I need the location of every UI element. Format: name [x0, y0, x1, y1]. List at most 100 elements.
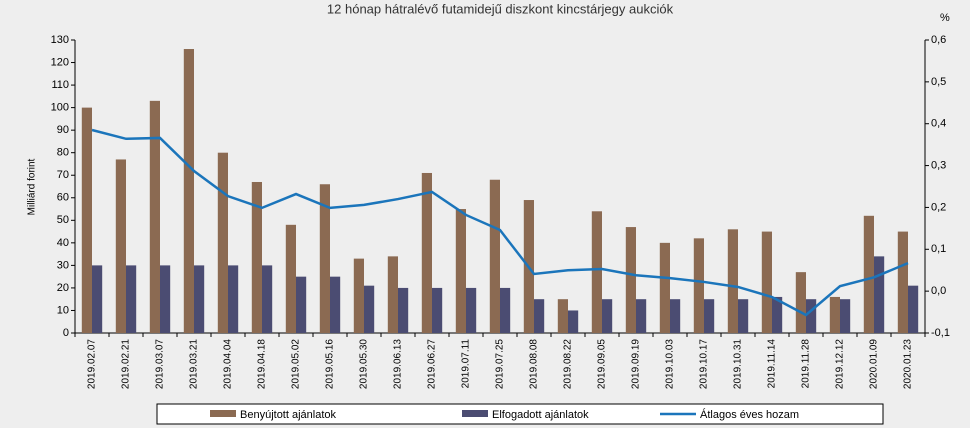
x-tick-label: 2019.11.28	[801, 339, 812, 389]
bar	[727, 229, 738, 333]
y-tick-label: 50	[57, 214, 69, 226]
y-tick-label: 30	[57, 259, 69, 271]
bar	[908, 285, 919, 333]
y2-axis-label: %	[940, 12, 950, 24]
bar	[160, 265, 171, 333]
line	[91, 128, 909, 317]
bar	[217, 152, 228, 333]
legend-swatch	[210, 410, 236, 417]
x-tick-label: 2019.04.04	[223, 339, 234, 389]
x-tick-label: 2019.12.12	[835, 339, 846, 389]
y2-tick-label: 0,4	[931, 118, 946, 130]
bar	[602, 299, 613, 333]
x-tick-label: 2019.09.19	[631, 339, 642, 389]
bar	[466, 287, 477, 333]
x-tick-label: 2020.01.23	[903, 339, 914, 389]
bar	[92, 265, 103, 333]
bar	[149, 100, 160, 333]
y-tick-label: 20	[57, 282, 69, 294]
bar	[353, 258, 364, 333]
x-tick-label: 2019.11.14	[767, 339, 778, 389]
y-tick-label: 130	[51, 34, 69, 46]
bar	[568, 310, 579, 333]
bar	[319, 184, 330, 333]
bar	[126, 265, 137, 333]
bar	[262, 265, 273, 333]
bar	[670, 299, 681, 333]
chart-title: 12 hónap hátralévő futamidejű diszkont k…	[327, 1, 674, 16]
bar	[285, 224, 296, 333]
x-tick-label: 2019.02.07	[87, 339, 98, 389]
bar	[738, 299, 749, 333]
y-tick-label: 40	[57, 237, 69, 249]
legend-label: Benyújtott ajánlatok	[240, 409, 337, 421]
bar	[625, 227, 636, 333]
bar	[228, 265, 239, 333]
y-tick-label: 110	[51, 79, 69, 91]
bar	[194, 265, 205, 333]
y2-tick-label: 0,3	[931, 159, 946, 171]
legend-label: Átlagos éves hozam	[700, 408, 799, 421]
y-tick-label: 70	[57, 169, 69, 181]
bar	[704, 299, 715, 333]
bar	[432, 287, 443, 333]
x-tick-label: 2019.09.05	[597, 339, 608, 389]
bar	[387, 256, 398, 333]
x-tick-label: 2019.05.30	[359, 339, 370, 389]
bar	[115, 159, 126, 333]
y-tick-label: 100	[51, 102, 69, 114]
y2-tick-label: 0,6	[931, 34, 946, 46]
x-tick-label: 2019.10.17	[699, 339, 710, 389]
legend-label: Elfogadott ajánlatok	[492, 409, 589, 421]
x-tick-label: 2019.05.16	[325, 339, 336, 389]
bar	[489, 179, 500, 333]
y-tick-label: 10	[57, 304, 69, 316]
x-tick-label: 2019.02.21	[121, 339, 132, 389]
legend-box	[156, 403, 884, 425]
bar	[795, 272, 806, 333]
bar	[863, 215, 874, 333]
bar	[761, 231, 772, 333]
bar	[251, 181, 262, 333]
bar	[500, 287, 511, 333]
bar	[897, 231, 908, 333]
x-tick-label: 2019.08.08	[529, 339, 540, 389]
x-tick-label: 2020.01.09	[869, 339, 880, 389]
x-tick-label: 2019.06.27	[427, 339, 438, 389]
y-tick-label: 80	[57, 147, 69, 159]
bar	[183, 49, 194, 334]
x-tick-label: 2019.08.22	[563, 339, 574, 389]
x-tick-label: 2019.07.11	[461, 339, 472, 389]
bar	[829, 296, 840, 333]
y-axis-label: Milliárd forint	[27, 158, 38, 215]
bar	[398, 287, 409, 333]
y2-tick-label: 0,2	[931, 201, 946, 213]
bar	[636, 299, 647, 333]
x-tick-label: 2019.05.02	[291, 339, 302, 389]
y-tick-label: 60	[57, 192, 69, 204]
legend-swatch	[462, 410, 488, 417]
y-tick-label: 120	[51, 56, 69, 68]
bar	[693, 238, 704, 333]
x-tick-label: 2019.03.07	[155, 339, 166, 389]
bar	[296, 276, 307, 333]
bar	[557, 299, 568, 333]
bar	[806, 299, 817, 333]
x-tick-label: 2019.10.31	[733, 339, 744, 389]
y2-tick-label: 0,0	[931, 285, 946, 297]
bar	[455, 209, 466, 333]
bar	[81, 107, 92, 333]
y2-tick-label: 0,5	[931, 76, 946, 88]
x-tick-label: 2019.10.03	[665, 339, 676, 389]
x-tick-label: 2019.04.18	[257, 339, 268, 389]
bar	[330, 276, 341, 333]
bar	[874, 256, 885, 333]
x-tick-label: 2019.06.13	[393, 339, 404, 389]
x-tick-label: 2019.07.25	[495, 339, 506, 389]
bar	[659, 242, 670, 333]
bar	[772, 296, 783, 333]
bar	[534, 299, 545, 333]
bar	[591, 211, 602, 333]
y2-tick-label: -0,1	[931, 327, 950, 339]
